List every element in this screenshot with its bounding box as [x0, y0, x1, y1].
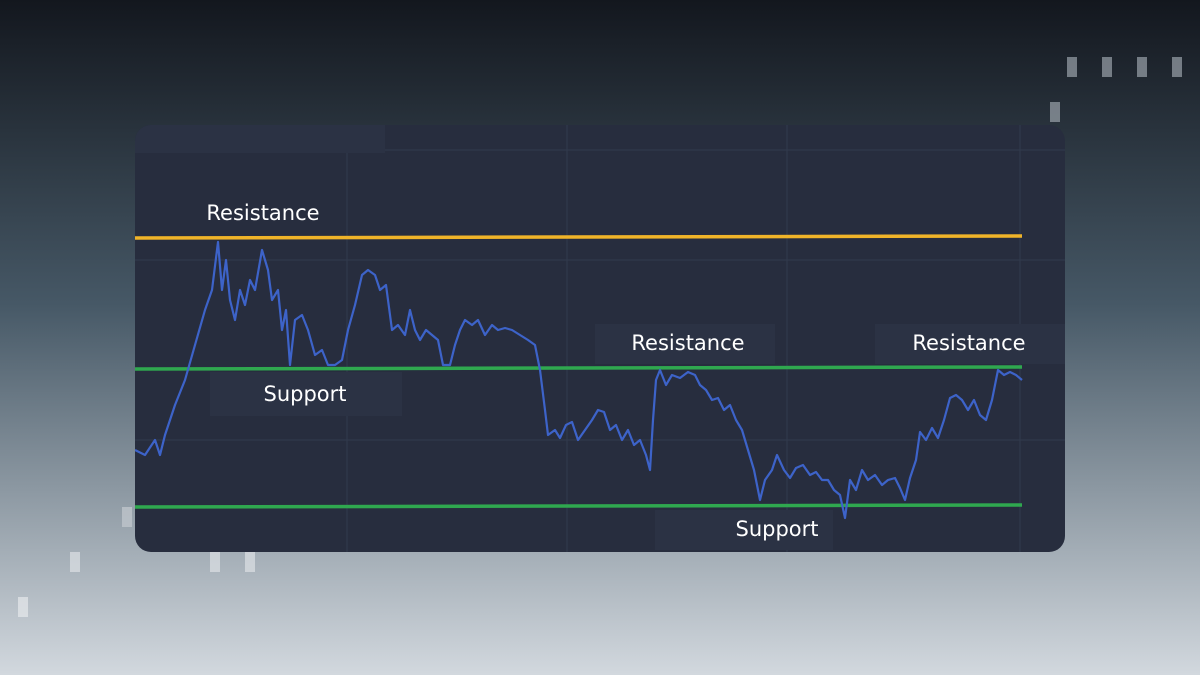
grid [135, 125, 1065, 552]
support-line [135, 503, 1023, 509]
resistance-label: Resistance [912, 331, 1025, 355]
resistance-label: Resistance [631, 331, 744, 355]
resistance-line [135, 234, 1023, 240]
support-label: Support [263, 382, 346, 406]
resistance-label: Resistance [206, 201, 319, 225]
decor-bars [18, 57, 1182, 617]
support-line [135, 365, 1023, 371]
chart-area [135, 125, 1065, 552]
label-boxes [135, 125, 1065, 550]
support-label: Support [735, 517, 818, 541]
price-line [135, 240, 1023, 520]
